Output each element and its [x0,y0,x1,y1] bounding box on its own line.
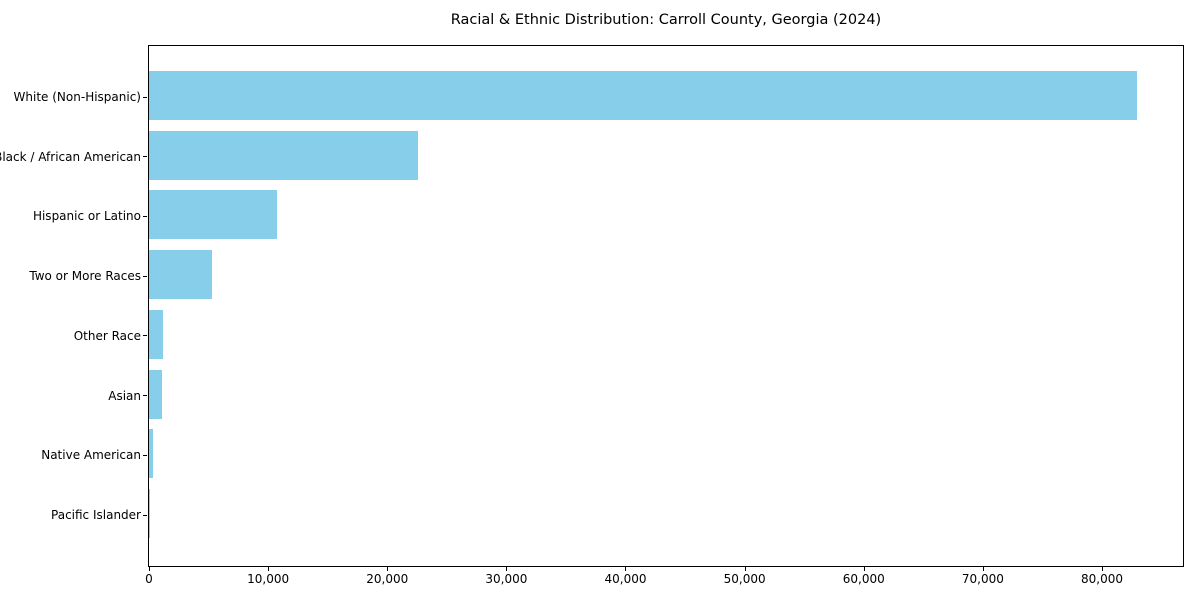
y-tick-label: Black / African American [0,149,141,164]
bar [149,190,278,240]
y-tick-mark [143,335,147,337]
y-tick-label: Native American [41,448,141,463]
x-tick-label: 0 [145,572,153,586]
y-tick-label: White (Non-Hispanic) [13,90,141,104]
x-tick-label: 10,000 [247,572,290,586]
bar [149,130,419,180]
y-tick-label: Pacific Islander [51,508,141,523]
x-tick-mark [268,567,270,571]
chart-title: Racial & Ethnic Distribution: Carroll Co… [450,12,882,28]
bar [149,369,162,419]
y-tick-mark [143,156,147,158]
bar [149,71,1137,120]
x-tick-mark [149,567,150,571]
y-tick-label: Two or More Races [29,269,141,284]
y-tick-label: Other Race [73,328,141,343]
bar [149,309,164,359]
y-tick-label: Asian [108,388,141,403]
x-tick-label: 70,000 [961,572,1004,586]
x-tick-label: 60,000 [842,572,885,586]
y-tick-mark [143,454,147,456]
bar [149,429,153,479]
plot-area [148,45,1184,567]
x-tick-mark [387,567,389,571]
x-tick-label: 50,000 [723,572,766,586]
x-tick-label: 80,000 [1080,572,1123,586]
y-tick-mark [143,275,147,277]
x-tick-mark [863,567,865,571]
x-tick-mark [744,567,746,571]
bar [149,250,213,300]
x-tick-mark [625,567,627,571]
y-tick-mark [143,215,147,217]
y-tick-mark [143,96,147,98]
x-tick-label: 40,000 [604,572,647,586]
y-tick-label: Hispanic or Latino [32,209,141,224]
y-tick-mark [143,395,147,397]
x-tick-mark [982,567,984,571]
x-tick-mark [1101,567,1103,571]
x-tick-label: 30,000 [485,572,528,586]
y-tick-mark [143,514,147,516]
x-tick-label: 20,000 [366,572,409,586]
bar [149,489,150,539]
x-tick-mark [506,567,508,571]
